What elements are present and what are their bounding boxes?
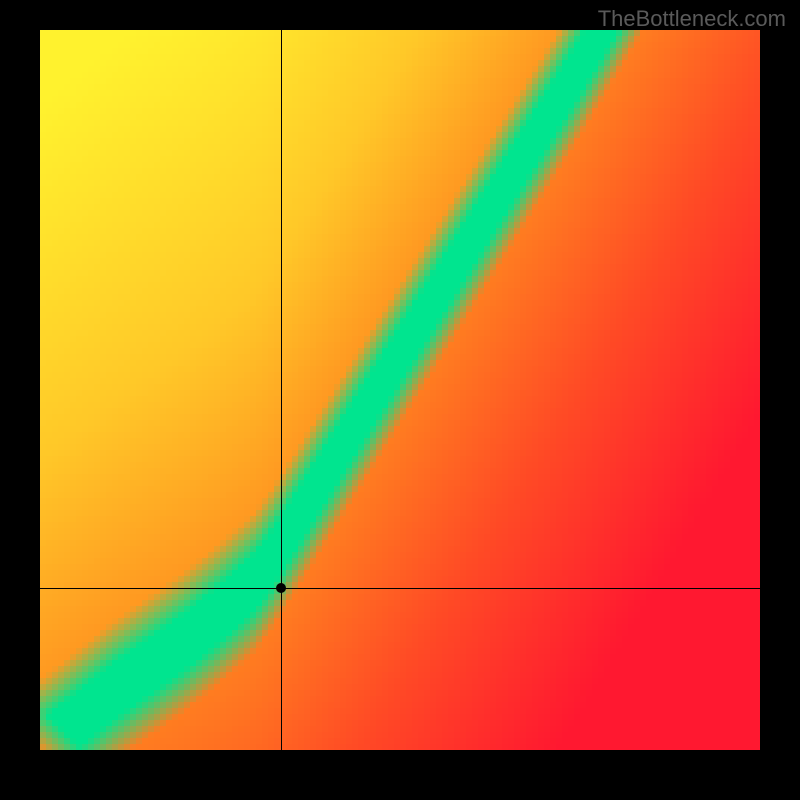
heatmap-plot bbox=[40, 30, 760, 750]
heatmap-canvas bbox=[40, 30, 760, 750]
crosshair-vertical bbox=[281, 30, 282, 750]
crosshair-horizontal bbox=[40, 588, 760, 589]
watermark-text: TheBottleneck.com bbox=[598, 6, 786, 32]
marker-point bbox=[276, 583, 286, 593]
